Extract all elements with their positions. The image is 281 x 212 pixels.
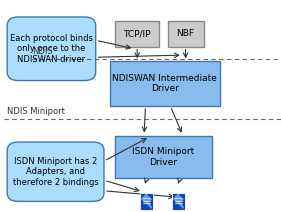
FancyBboxPatch shape bbox=[115, 21, 159, 47]
Text: Each protocol binds
only once to the
NDISWAN driver: Each protocol binds only once to the NDI… bbox=[10, 34, 93, 64]
Polygon shape bbox=[142, 195, 152, 208]
Text: NDIS Miniport: NDIS Miniport bbox=[7, 107, 65, 116]
FancyBboxPatch shape bbox=[110, 61, 220, 106]
FancyBboxPatch shape bbox=[140, 193, 153, 209]
Text: NDIS: NDIS bbox=[32, 47, 53, 56]
Text: NBF: NBF bbox=[176, 29, 194, 38]
FancyBboxPatch shape bbox=[7, 142, 104, 201]
Text: NDISWAN Intermediate
Driver: NDISWAN Intermediate Driver bbox=[112, 74, 217, 93]
FancyBboxPatch shape bbox=[167, 21, 203, 47]
Text: TCP/IP: TCP/IP bbox=[123, 29, 151, 38]
Polygon shape bbox=[173, 195, 184, 208]
FancyBboxPatch shape bbox=[7, 17, 96, 81]
Text: ISDN Miniport has 2
Adapters, and
therefore 2 bindings: ISDN Miniport has 2 Adapters, and theref… bbox=[13, 157, 98, 187]
Text: ISDN Miniport
Driver: ISDN Miniport Driver bbox=[132, 147, 194, 167]
FancyBboxPatch shape bbox=[172, 193, 185, 209]
FancyBboxPatch shape bbox=[115, 136, 212, 178]
